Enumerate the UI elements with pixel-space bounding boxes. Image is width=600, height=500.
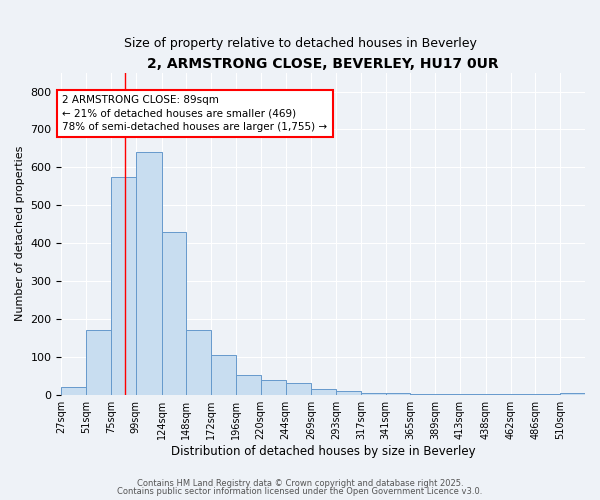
- Bar: [161, 232, 187, 394]
- Y-axis label: Number of detached properties: Number of detached properties: [15, 146, 25, 322]
- Bar: [236, 375, 261, 394]
- Bar: [111, 177, 136, 394]
- Bar: [560, 393, 585, 394]
- Bar: [336, 391, 361, 394]
- Bar: [187, 330, 211, 394]
- Bar: [361, 393, 386, 394]
- Title: 2, ARMSTRONG CLOSE, BEVERLEY, HU17 0UR: 2, ARMSTRONG CLOSE, BEVERLEY, HU17 0UR: [148, 58, 499, 71]
- Bar: [211, 355, 236, 395]
- Text: Contains HM Land Registry data © Crown copyright and database right 2025.: Contains HM Land Registry data © Crown c…: [137, 478, 463, 488]
- Bar: [386, 393, 410, 394]
- Bar: [311, 390, 336, 394]
- Text: 2 ARMSTRONG CLOSE: 89sqm
← 21% of detached houses are smaller (469)
78% of semi-: 2 ARMSTRONG CLOSE: 89sqm ← 21% of detach…: [62, 96, 328, 132]
- Text: Contains public sector information licensed under the Open Government Licence v3: Contains public sector information licen…: [118, 487, 482, 496]
- Text: Size of property relative to detached houses in Beverley: Size of property relative to detached ho…: [124, 38, 476, 51]
- Bar: [286, 382, 311, 394]
- Bar: [261, 380, 286, 394]
- Bar: [61, 387, 86, 394]
- Bar: [136, 152, 161, 394]
- X-axis label: Distribution of detached houses by size in Beverley: Distribution of detached houses by size …: [171, 444, 476, 458]
- Bar: [86, 330, 111, 394]
